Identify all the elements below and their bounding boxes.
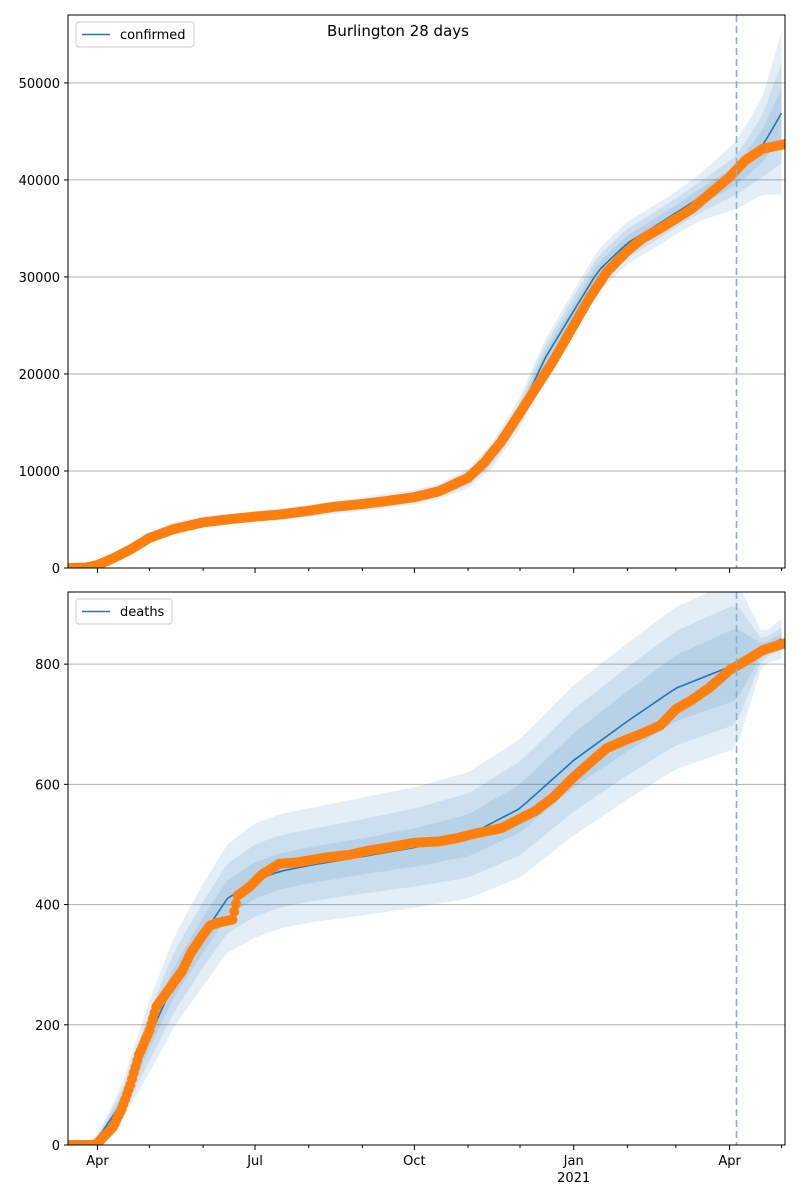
observed-point bbox=[229, 906, 240, 917]
observed-point bbox=[227, 914, 238, 925]
band-95 bbox=[68, 31, 782, 568]
legend-box bbox=[75, 21, 195, 48]
plot-area bbox=[68, 592, 785, 1145]
legend-label: deaths bbox=[120, 605, 165, 620]
y-tick-label: 50000 bbox=[19, 77, 60, 92]
x-tick-year-label: 2021 bbox=[557, 1171, 590, 1186]
y-tick-label: 0 bbox=[52, 1139, 60, 1154]
x-tick-label: Jan bbox=[563, 1154, 584, 1169]
y-tick-label: 40000 bbox=[19, 174, 60, 189]
legend-label: confirmed bbox=[120, 28, 186, 43]
y-tick-label: 0 bbox=[52, 562, 60, 577]
figure-title: Burlington 28 days bbox=[327, 22, 469, 40]
band-95 bbox=[68, 592, 782, 1145]
observed-point bbox=[231, 898, 241, 909]
observed-point bbox=[780, 139, 785, 149]
x-tick-label: Apr bbox=[718, 1154, 741, 1169]
plot-area bbox=[68, 31, 785, 568]
band-80 bbox=[68, 605, 782, 1145]
band-50 bbox=[68, 629, 782, 1145]
observed-point bbox=[780, 638, 785, 649]
y-tick-label: 400 bbox=[35, 899, 60, 914]
legend: confirmed bbox=[75, 21, 195, 48]
y-tick-label: 600 bbox=[35, 778, 60, 793]
deaths-panel: 0 200 400 600 800 Apr Jul Oct Jan 2021 Apr deaths bbox=[35, 591, 786, 1186]
x-tick-label: Jul bbox=[246, 1154, 263, 1169]
x-tick-label: Apr bbox=[86, 1154, 109, 1169]
y-tick-label: 30000 bbox=[19, 271, 60, 286]
legend-box bbox=[75, 598, 173, 625]
axes-frame bbox=[67, 591, 786, 1146]
axes-frame bbox=[67, 14, 786, 569]
y-tick-label: 200 bbox=[35, 1019, 60, 1034]
x-tick-label: Oct bbox=[403, 1154, 425, 1169]
legend: deaths bbox=[75, 598, 173, 625]
y-tick-label: 20000 bbox=[19, 368, 60, 383]
y-tick-label: 10000 bbox=[19, 465, 60, 480]
y-tick-label: 800 bbox=[35, 658, 60, 673]
confirmed-panel: 0 10000 20000 30000 40000 50000 confirmed bbox=[19, 14, 786, 577]
